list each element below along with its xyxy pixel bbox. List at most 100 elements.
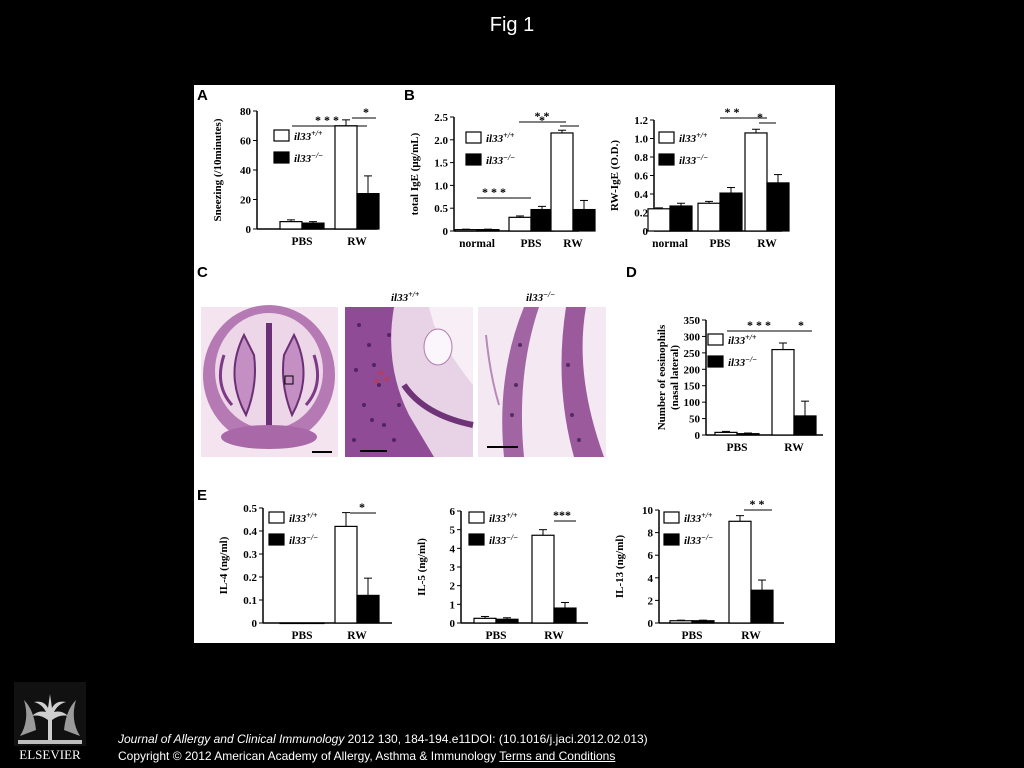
legend-entry: il33−/− (486, 153, 515, 167)
figure-svg: A B C D E il33+/+ il33−/− (197, 87, 823, 642)
y-tick-label: 50 (689, 414, 701, 426)
terms-link[interactable]: Terms and Conditions (499, 749, 616, 763)
slide-title: Fig 1 (489, 14, 535, 36)
y-tick-label: 0.8 (634, 152, 648, 164)
chart-b2: 0 0.2 0.4 0.6 0.8 1.0 1.2 RW-IgE (O.D.) normal PB… (609, 105, 790, 250)
category-label: RW (347, 236, 367, 248)
y-tick-label: 350 (684, 315, 701, 327)
significance-marker: * * * (747, 318, 771, 332)
category-label: PBS (726, 442, 747, 454)
svg-text:il33+/+: il33+/+ (391, 290, 420, 304)
y-tick-label: 1.0 (634, 134, 648, 146)
y-tick-label: 0 (648, 618, 654, 630)
bar (334, 525, 358, 624)
legend-swatch (468, 533, 485, 546)
y-tick-label: 0.2 (243, 572, 257, 584)
y-tick-label: 0.6 (634, 171, 648, 183)
category-label: normal (459, 238, 495, 250)
y-axis-label: IL-4 (ng/ml) (218, 536, 230, 594)
legend-entry: il33−/− (679, 153, 708, 167)
y-tick-label: 6 (648, 550, 654, 562)
category-label: PBS (709, 238, 730, 250)
significance-marker: * * * (315, 113, 339, 127)
y-tick-label: 0.4 (634, 189, 648, 201)
category-label: RW (784, 442, 804, 454)
y-tick-label: 1.2 (634, 115, 648, 127)
bar (553, 607, 577, 624)
legend-entry: il33+/+ (486, 131, 515, 145)
y-tick-label: 0.4 (243, 526, 257, 538)
bar (531, 534, 555, 624)
bar (334, 125, 358, 230)
significance-marker: * (757, 110, 763, 124)
legend-swatch (273, 129, 290, 142)
y-axis-label: Sneezing (/10minutes) (212, 118, 224, 221)
y-tick-label: 1 (450, 599, 456, 611)
y-axis-label: RW-IgE (O.D.) (609, 140, 621, 211)
significance-marker: *** (553, 508, 571, 522)
y-tick-label: 8 (648, 528, 654, 540)
y-tick-label: 1.5 (434, 158, 448, 170)
bar (750, 589, 774, 624)
svg-text:il33−/−: il33−/− (526, 290, 555, 304)
bar (669, 205, 693, 232)
y-tick-label: 20 (240, 195, 252, 207)
y-tick-label: 40 (240, 165, 252, 177)
bar (728, 520, 752, 624)
bar (495, 618, 519, 624)
y-tick-label: 10 (642, 505, 654, 517)
y-tick-label: 0.3 (243, 549, 257, 561)
legend-entry: il33−/− (489, 533, 518, 547)
y-tick-label: 150 (684, 381, 701, 393)
bar (714, 431, 738, 436)
bar (301, 622, 325, 625)
category-label: RW (347, 630, 367, 642)
legend-entry: il33−/− (294, 151, 323, 165)
bar (669, 620, 693, 624)
legend-swatch (658, 153, 675, 166)
category-label: PBS (291, 236, 312, 248)
bar (691, 620, 715, 624)
category-label: PBS (485, 630, 506, 642)
y-tick-label: 0 (450, 618, 456, 630)
bar (647, 208, 671, 232)
bar (766, 182, 790, 232)
y-tick-label: 0.2 (634, 208, 648, 220)
y-tick-label: 1.0 (434, 180, 448, 192)
legend-swatch (268, 511, 285, 524)
legend-swatch (663, 511, 680, 524)
legend-swatch (273, 151, 290, 164)
significance-marker: * * * (482, 185, 506, 199)
bar (744, 132, 768, 232)
chart-a: 0 20 40 60 80 Sneezing (/10minutes) PBS RW il33+… (212, 105, 380, 248)
legend-entry: il33−/− (289, 533, 318, 547)
chart-e3: 0 2 4 6 8 10 IL-13 (ng/ml) PBS RW il33+/+ il33−/− *… (614, 497, 784, 642)
bar (719, 192, 743, 232)
legend-entry: il33+/+ (728, 333, 757, 347)
bar (572, 208, 596, 232)
y-tick-label: 60 (240, 136, 252, 148)
y-axis-label: Number of eosinophils (656, 324, 668, 430)
legend-swatch (268, 533, 285, 546)
elsevier-logo: ELSEVIER (14, 682, 86, 762)
bar (473, 617, 497, 624)
y-tick-label: 0 (443, 226, 449, 238)
panel-letter-c: C (197, 264, 208, 281)
bar (476, 229, 500, 232)
copyright-line: Copyright © 2012 American Academy of All… (118, 748, 648, 765)
figure-panel: A B C D E il33+/+ il33−/− (194, 85, 835, 643)
legend-entry: il33+/+ (684, 511, 713, 525)
category-label: PBS (681, 630, 702, 642)
category-label: normal (652, 238, 688, 250)
y-tick-label: 6 (450, 506, 456, 518)
y-tick-label: 2 (648, 595, 654, 607)
histology-image-ko (478, 307, 606, 457)
chart-e1: 0 0.1 0.2 0.3 0.4 0.5 IL-4 (ng/ml) PBS RW il33+/+… (218, 500, 392, 642)
chart-e2: 0 1 2 3 4 5 6 IL-5 (ng/ml) PBS RW il33+/+ il33−/− **… (416, 506, 588, 642)
y-tick-label: 80 (240, 106, 252, 118)
y-tick-label: 0.1 (243, 595, 257, 607)
legend-entry: il33+/+ (679, 131, 708, 145)
legend-swatch (465, 131, 482, 144)
y-axis-label: IL-5 (ng/ml) (416, 538, 428, 596)
